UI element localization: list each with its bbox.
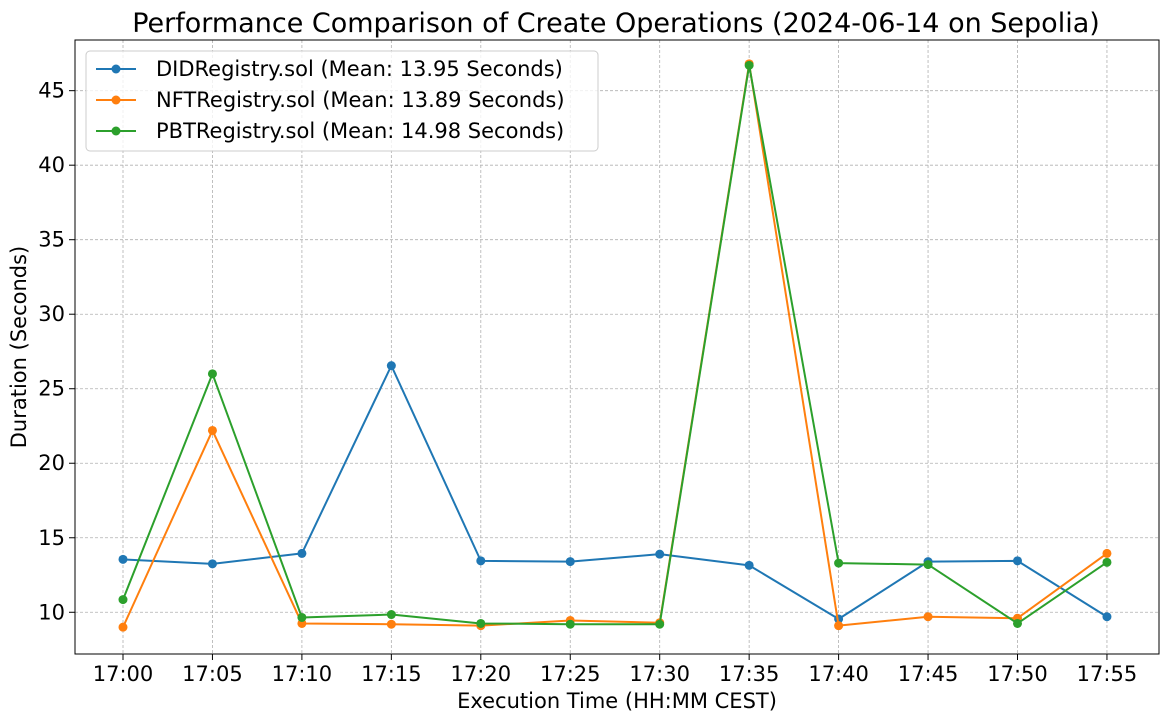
y-tick-label: 45	[38, 79, 65, 103]
x-tick-label: 17:15	[361, 662, 422, 686]
data-point	[1013, 618, 1022, 628]
legend-marker-0	[111, 64, 121, 74]
x-tick-label: 17:50	[987, 662, 1048, 686]
data-point	[297, 548, 307, 558]
data-point	[118, 595, 128, 605]
data-point	[476, 556, 486, 566]
data-point	[923, 560, 933, 570]
y-tick-label: 15	[38, 526, 65, 550]
legend: DIDRegistry.sol (Mean: 13.95 Seconds) NF…	[85, 50, 599, 152]
x-tick-label: 17:10	[272, 662, 333, 686]
x-axis-label: Execution Time (HH:MM CEST)	[457, 689, 777, 713]
x-tick-label: 17:55	[1077, 662, 1138, 686]
x-tick-label: 17:25	[540, 662, 601, 686]
y-tick-label: 30	[38, 302, 65, 326]
x-tick-label: 17:20	[451, 662, 512, 686]
y-tick-label: 35	[38, 228, 65, 252]
data-point	[207, 559, 217, 569]
x-tick-label: 17:30	[629, 662, 690, 686]
legend-marker-1	[111, 95, 121, 105]
data-point	[118, 554, 128, 564]
y-tick-label: 10	[38, 600, 65, 624]
data-point	[118, 622, 128, 632]
data-point	[834, 558, 844, 568]
series-layer	[118, 59, 1112, 632]
data-point	[1102, 548, 1112, 558]
data-point	[476, 618, 486, 628]
y-axis-label: Duration (Seconds)	[7, 246, 31, 449]
series-line-1	[122, 62, 1108, 628]
data-point	[565, 619, 575, 629]
data-point	[207, 425, 217, 435]
x-tick-label: 17:05	[182, 662, 243, 686]
data-point	[655, 619, 665, 629]
data-point	[1102, 612, 1112, 622]
data-point	[386, 619, 396, 629]
data-point	[655, 549, 665, 559]
y-tick-label: 20	[38, 451, 65, 475]
data-point	[1013, 556, 1022, 566]
x-tick-label: 17:40	[808, 662, 869, 686]
data-point	[386, 361, 396, 371]
chart-title: Performance Comparison of Create Operati…	[132, 8, 1100, 39]
data-point	[923, 612, 933, 622]
series-line-0	[122, 364, 1108, 620]
data-point	[834, 621, 844, 631]
x-tick-label: 17:00	[93, 662, 154, 686]
series-0	[118, 361, 1112, 624]
legend-label-2: PBTRegistry.sol (Mean: 14.98 Seconds)	[156, 119, 564, 143]
ticks: 17:00 17:05 17:10 17:15 17:20 17:25 17:30 17:35…	[38, 79, 1137, 686]
data-point	[1102, 557, 1112, 567]
series-line-2	[122, 64, 1108, 626]
data-point	[297, 612, 307, 622]
data-point	[744, 560, 754, 570]
legend-marker-2	[111, 126, 121, 136]
plot-frame	[74, 39, 1160, 655]
data-point	[565, 557, 575, 567]
data-point	[207, 369, 217, 379]
data-point	[744, 60, 754, 70]
y-tick-label: 40	[38, 153, 65, 177]
series-2	[118, 60, 1112, 629]
data-point	[386, 610, 396, 620]
x-tick-label: 17:35	[719, 662, 780, 686]
y-tick-label: 25	[38, 377, 65, 401]
legend-label-1: NFTRegistry.sol (Mean: 13.89 Seconds)	[156, 88, 565, 112]
x-tick-label: 17:45	[898, 662, 959, 686]
legend-label-0: DIDRegistry.sol (Mean: 13.95 Seconds)	[156, 57, 563, 81]
legend-box	[85, 50, 599, 152]
